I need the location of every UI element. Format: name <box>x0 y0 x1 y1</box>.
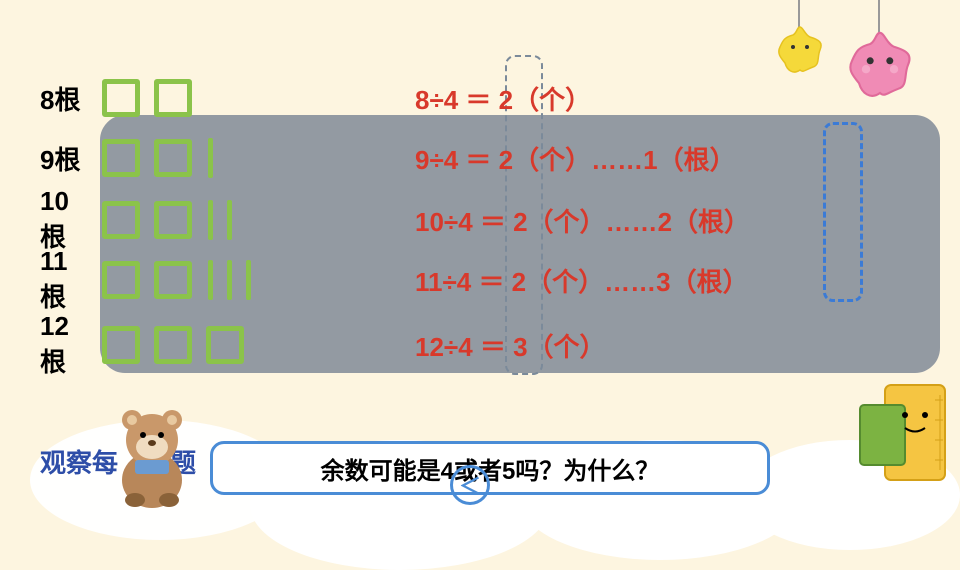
row-label: 12根 <box>0 311 90 379</box>
equation-row: 12根12÷4 ＝ 3（个） <box>0 320 960 370</box>
sticks-illustration <box>90 199 350 241</box>
equation-text: 11÷4 ＝ 2（个）……3（根） <box>415 262 749 299</box>
stick-square-icon <box>100 259 142 301</box>
sticks-illustration <box>90 137 350 179</box>
slide-content: 8根8÷4 ＝ 2（个）9根9÷4 ＝ 2（个）……1（根）10根10÷4 ＝ … <box>0 0 960 540</box>
equation-text: 9÷4 ＝ 2（个）……1（根） <box>415 140 736 177</box>
single-stick-icon <box>208 260 213 300</box>
stick-square-icon <box>152 324 194 366</box>
equation-text: 8÷4 ＝ 2（个） <box>415 80 591 117</box>
single-stick-icon <box>246 260 251 300</box>
row-label: 10根 <box>0 186 90 254</box>
stick-square-icon <box>152 137 194 179</box>
sticks-illustration <box>90 77 350 119</box>
equation-row: 8根 8÷4 ＝ 2（个） <box>0 73 960 123</box>
ruler-character-icon <box>850 370 960 500</box>
equation-row: 10根10÷4 ＝ 2（个）……2（根） <box>0 195 960 245</box>
stick-square-icon <box>152 199 194 241</box>
single-stick-icon <box>208 138 213 178</box>
speech-bubble: 余数可能是4或者5吗？为什么？ <box>210 441 770 495</box>
row-label: 8根 <box>0 80 90 117</box>
stick-square-icon <box>152 77 194 119</box>
sticks-illustration <box>90 259 350 301</box>
bear-character-icon <box>105 405 200 515</box>
equation-row: 11根11÷4 ＝ 2（个）……3（根） <box>0 255 960 305</box>
stick-square-icon <box>152 259 194 301</box>
equation-row: 9根 9÷4 ＝ 2（个）……1（根） <box>0 133 960 183</box>
single-stick-icon <box>227 200 232 240</box>
sticks-illustration <box>90 324 350 366</box>
row-label: 11根 <box>0 246 90 314</box>
stick-square-icon <box>204 324 246 366</box>
stick-square-icon <box>100 137 142 179</box>
single-stick-icon <box>208 200 213 240</box>
less-than-circle-icon: ＜ <box>450 465 490 505</box>
stick-square-icon <box>100 77 142 119</box>
single-stick-icon <box>227 260 232 300</box>
stick-square-icon <box>100 199 142 241</box>
equation-text: 12÷4 ＝ 3（个） <box>415 327 606 364</box>
equation-text: 10÷4 ＝ 2（个）……2（根） <box>415 202 750 239</box>
row-label: 9根 <box>0 140 90 177</box>
speech-text: 余数可能是4或者5吗？为什么？ <box>321 451 660 486</box>
stick-square-icon <box>100 324 142 366</box>
